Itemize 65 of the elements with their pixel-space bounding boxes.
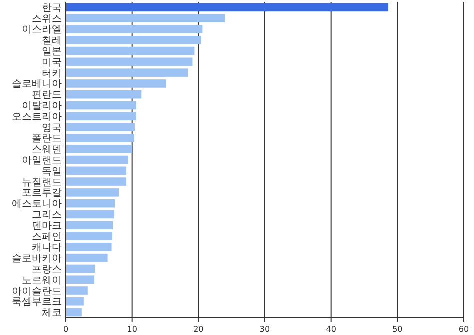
bar [66,298,84,306]
y-tick-label: 오스트리아 [12,112,62,123]
bar [66,199,116,208]
bar [66,166,126,176]
bar [66,14,226,22]
y-tick-label: 독일 [42,166,62,178]
y-tick-label: 칠레 [42,36,62,47]
bar [66,58,193,66]
bar [66,134,134,142]
y-tick-label: 에스토니아 [12,199,62,210]
y-tick-label: 룩셈부르크 [12,297,62,308]
y-tick-label: 한국 [42,2,62,14]
y-tick-label: 체코 [42,308,62,320]
y-tick-label: 영국 [42,122,62,134]
y-tick-label: 스위스 [32,14,62,25]
bar [66,123,135,132]
x-tick-label: 50 [392,325,403,334]
x-tick-label: 0 [63,325,69,334]
bar [66,308,82,317]
bar [66,25,203,34]
y-tick-label: 스페인 [32,232,62,243]
y-tick-label: 폴란드 [32,134,62,145]
y-tick-label: 미국 [42,57,62,68]
y-tick-label: 슬로베니아 [12,79,62,90]
y-tick-label: 터키 [42,68,62,80]
y-tick-label: 덴마크 [32,220,62,232]
x-tick-label: 40 [326,325,336,334]
y-tick-label: 아이슬란드 [12,286,62,298]
y-tick-label: 포르투갈 [22,188,62,200]
y-tick-label: 뉴질랜드 [22,177,62,188]
bar [66,156,128,164]
bar [66,178,126,186]
y-tick-label: 노르웨이 [22,275,62,286]
x-tick-label: 20 [194,325,204,334]
bar [66,264,96,274]
bar [66,36,202,44]
bar [66,276,95,284]
bar [66,68,188,77]
x-tick-label: 30 [260,325,270,334]
bar [66,80,166,88]
bar [66,232,112,240]
y-tick-label: 캐나다 [32,242,62,254]
y-tick-label: 이스라엘 [22,24,62,36]
bar [66,286,88,295]
y-tick-label: 슬로바키아 [12,254,62,265]
y-tick-label: 스웨덴 [32,144,62,156]
bar [66,144,132,154]
y-tick-label: 프랑스 [32,264,62,276]
bar [66,254,108,262]
bar [66,188,120,197]
y-tick-label: 아일랜드 [22,156,62,166]
y-tick-label: 이탈리아 [22,101,62,112]
y-tick-label: 일본 [42,46,62,58]
bar [66,3,388,12]
y-tick-label: 그리스 [32,210,62,221]
bar [66,221,114,230]
x-tick-label: 10 [127,325,138,334]
bar [66,90,142,99]
bar [66,46,195,56]
bar [66,101,136,110]
bar [66,210,114,219]
bar [66,243,112,252]
y-tick-label: 핀란드 [32,90,62,102]
bar [66,112,136,121]
x-tick-label: 60 [458,325,470,334]
